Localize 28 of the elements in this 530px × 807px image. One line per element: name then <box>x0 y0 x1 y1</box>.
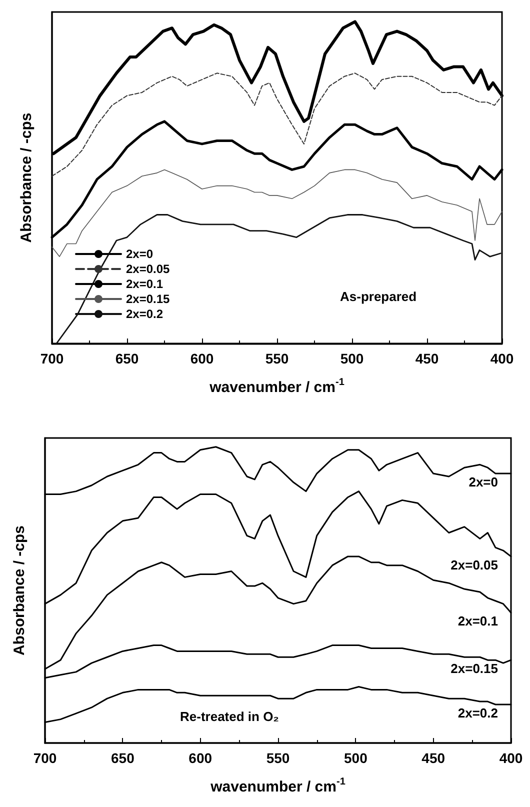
x-tick-label: 400 <box>490 350 514 366</box>
x-tick-label: 550 <box>266 750 290 766</box>
legend-label: 2x=0.15 <box>126 292 170 306</box>
x-tick-label: 450 <box>415 350 439 366</box>
x-tick-label: 650 <box>110 750 135 766</box>
x-tick-label: 400 <box>499 750 523 766</box>
legend-label: 2x=0.2 <box>126 307 164 321</box>
series-label: 2x=0 <box>468 474 498 490</box>
series-label: 2x=0.2 <box>458 706 498 721</box>
x-tick-label: 500 <box>340 350 364 366</box>
y-axis-title: Absorbance / -cps <box>11 525 28 656</box>
legend-label: 2x=0.1 <box>126 277 164 291</box>
y-axis-title: Absorbance / -cps <box>18 112 35 243</box>
x-tick-label: 700 <box>33 750 57 766</box>
x-tick-label: 500 <box>344 750 368 766</box>
annotation: As-prepared <box>340 289 417 304</box>
series-label: 2x=0.15 <box>450 661 498 676</box>
x-tick-label: 600 <box>190 350 214 366</box>
x-tick-label: 550 <box>265 350 289 366</box>
series-label: 2x=0.05 <box>450 557 498 572</box>
x-tick-label: 700 <box>40 350 64 366</box>
legend-label: 2x=0 <box>126 247 154 261</box>
x-tick-label: 650 <box>115 350 139 366</box>
x-tick-label: 600 <box>188 750 212 766</box>
series-label: 2x=0.1 <box>458 614 498 629</box>
annotation: Re-treated in O₂ <box>180 709 280 724</box>
legend-label: 2x=0.05 <box>126 262 170 276</box>
x-tick-label: 450 <box>422 750 446 766</box>
